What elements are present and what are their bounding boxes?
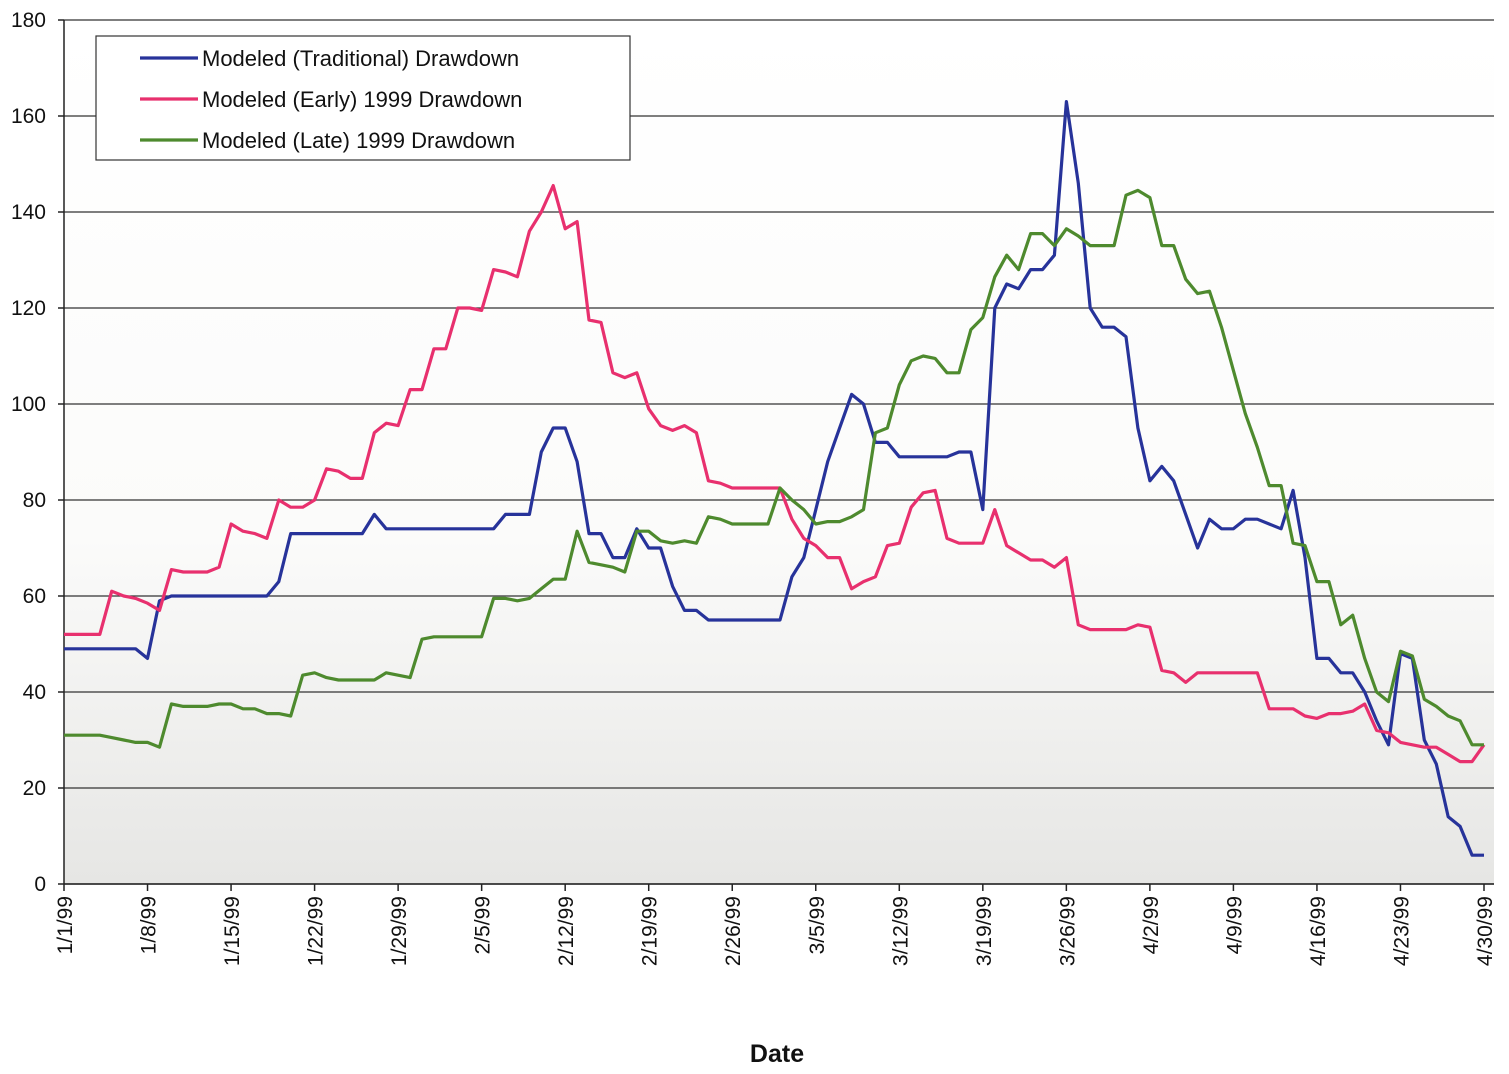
x-tick-label: 4/16/99 (1307, 896, 1330, 966)
x-tick-label: 1/22/99 (305, 896, 328, 966)
x-tick-label: 1/15/99 (221, 896, 244, 966)
y-tick-label: 80 (23, 489, 46, 512)
x-axis-title: Date (750, 1040, 804, 1068)
x-tick-label: 4/23/99 (1390, 896, 1413, 966)
y-tick-label: 0 (34, 873, 46, 896)
y-tick-label: 180 (11, 9, 46, 32)
x-tick-label: 4/30/99 (1474, 896, 1497, 966)
x-tick-label: 2/5/99 (472, 896, 495, 954)
plot-area (64, 20, 1494, 884)
legend-label: Modeled (Early) 1999 Drawdown (202, 87, 522, 112)
x-tick-label: 3/19/99 (973, 896, 996, 966)
series-line (64, 100, 1484, 857)
y-tick-label: 140 (11, 201, 46, 224)
legend-label: Modeled (Traditional) Drawdown (202, 46, 519, 71)
y-tick-label: 100 (11, 393, 46, 416)
x-tick-label: 2/26/99 (722, 896, 745, 966)
y-tick-label: 160 (11, 105, 46, 128)
x-tick-label: 2/12/99 (555, 896, 578, 966)
y-tick-label: 20 (23, 777, 46, 800)
x-tick-label: 3/12/99 (889, 896, 912, 966)
x-tick-label: 4/9/99 (1223, 896, 1246, 954)
series-line (64, 184, 1486, 764)
y-tick-label: 40 (23, 681, 46, 704)
y-tick-label: 120 (11, 297, 46, 320)
x-tick-label: 1/1/99 (54, 896, 77, 954)
y-tick-label: 60 (23, 585, 46, 608)
x-tick-label: 4/2/99 (1140, 896, 1163, 954)
series-line (64, 188, 1484, 749)
x-tick-label: 1/8/99 (138, 896, 161, 954)
x-tick-label: 3/5/99 (806, 896, 829, 954)
x-tick-label: 3/26/99 (1056, 896, 1079, 966)
legend-label: Modeled (Late) 1999 Drawdown (202, 128, 515, 153)
x-tick-label: 2/19/99 (639, 896, 662, 966)
x-tick-label: 1/29/99 (388, 896, 411, 966)
